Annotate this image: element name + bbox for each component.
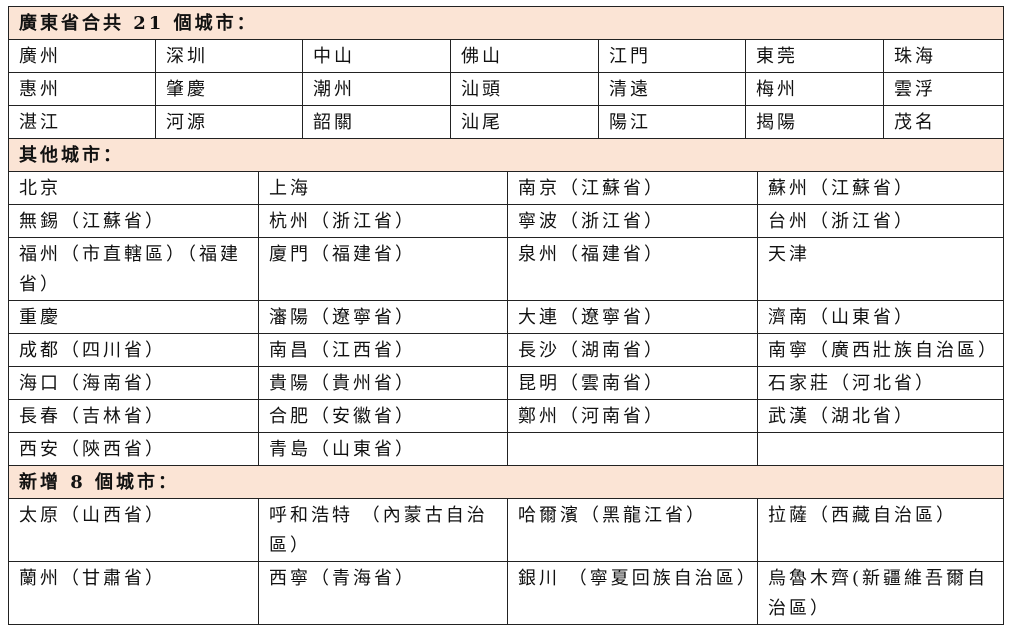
table-row: 惠州 肇慶 潮州 汕頭 清遠 梅州 雲浮 bbox=[8, 72, 1004, 106]
table-row: 海口（海南省） 貴陽（貴州省） 昆明（雲南省） 石家莊（河北省） bbox=[8, 366, 1004, 400]
city-cell: 貴陽（貴州省） bbox=[258, 366, 508, 400]
city-cell: 拉薩（西藏自治區） bbox=[757, 498, 1004, 562]
city-cell: 鄭州（河南省） bbox=[507, 399, 758, 433]
guangdong-cities-table: 廣東省合共 21 個城市： 廣州 深圳 中山 佛山 江門 東莞 珠海 惠州 肇慶 潮州 汕頭 清遠 梅州… bbox=[8, 6, 1004, 139]
city-cell: 惠州 bbox=[8, 72, 156, 106]
city-cell: 合肥（安徽省） bbox=[258, 399, 508, 433]
city-cell: 海口（海南省） bbox=[8, 366, 259, 400]
guangdong-header: 廣東省合共 21 個城市： bbox=[8, 6, 1004, 40]
city-cell: 烏魯木齊(新疆維吾爾自治區） bbox=[757, 561, 1004, 625]
table-row: 無錫（江蘇省） 杭州（浙江省） 寧波（浙江省） 台州（浙江省） bbox=[8, 204, 1004, 238]
city-cell: 天津 bbox=[757, 237, 1004, 301]
city-cell: 武漢（湖北省） bbox=[757, 399, 1004, 433]
city-cell: 汕尾 bbox=[450, 105, 599, 139]
city-cell: 杭州（浙江省） bbox=[258, 204, 508, 238]
other-header: 其他城市： bbox=[8, 139, 1004, 172]
city-cell: 湛江 bbox=[8, 105, 156, 139]
city-cell: 南昌（江西省） bbox=[258, 333, 508, 367]
city-cell: 陽江 bbox=[598, 105, 746, 139]
city-cell: 佛山 bbox=[450, 39, 599, 73]
city-cell: 昆明（雲南省） bbox=[507, 366, 758, 400]
city-cell: 太原（山西省） bbox=[8, 498, 259, 562]
city-cell: 成都（四川省） bbox=[8, 333, 259, 367]
city-cell: 呼和浩特 （內蒙古自治區） bbox=[258, 498, 508, 562]
city-cell: 蘭州（甘肅省） bbox=[8, 561, 259, 625]
city-cell: 寧波（浙江省） bbox=[507, 204, 758, 238]
city-cell: 河源 bbox=[155, 105, 303, 139]
city-cell: 廣州 bbox=[8, 39, 156, 73]
city-cell: 南寧（廣西壯族自治區） bbox=[757, 333, 1004, 367]
city-list-document: 廣東省合共 21 個城市： 廣州 深圳 中山 佛山 江門 東莞 珠海 惠州 肇慶 潮州 汕頭 清遠 梅州… bbox=[8, 6, 1004, 625]
city-cell: 青島（山東省） bbox=[258, 432, 508, 466]
city-cell: 中山 bbox=[302, 39, 451, 73]
city-cell: 潮州 bbox=[302, 72, 451, 106]
city-cell: 西安（陝西省） bbox=[8, 432, 259, 466]
city-cell: 南京（江蘇省） bbox=[507, 171, 758, 205]
city-cell: 銀川 （寧夏回族自治區） bbox=[507, 561, 758, 625]
table-row: 太原（山西省） 呼和浩特 （內蒙古自治區） 哈爾濱（黑龍江省） 拉薩（西藏自治區） bbox=[8, 498, 1004, 562]
city-cell: 大連（遼寧省） bbox=[507, 300, 758, 334]
city-cell: 上海 bbox=[258, 171, 508, 205]
city-cell: 珠海 bbox=[883, 39, 1004, 73]
city-cell bbox=[507, 432, 758, 466]
city-cell: 汕頭 bbox=[450, 72, 599, 106]
city-cell: 泉州（福建省） bbox=[507, 237, 758, 301]
city-cell: 雲浮 bbox=[883, 72, 1004, 106]
city-cell: 肇慶 bbox=[155, 72, 303, 106]
city-cell: 西寧（青海省） bbox=[258, 561, 508, 625]
table-row: 北京 上海 南京（江蘇省） 蘇州（江蘇省） bbox=[8, 171, 1004, 205]
table-row: 福州（市直轄區）（福建省） 廈門（福建省） 泉州（福建省） 天津 bbox=[8, 237, 1004, 301]
city-cell: 韶關 bbox=[302, 105, 451, 139]
table-row: 廣州 深圳 中山 佛山 江門 東莞 珠海 bbox=[8, 39, 1004, 73]
city-cell: 台州（浙江省） bbox=[757, 204, 1004, 238]
city-cell: 江門 bbox=[598, 39, 746, 73]
other-cities-table: 其他城市： 北京 上海 南京（江蘇省） 蘇州（江蘇省） 無錫（江蘇省） 杭州（浙江省） 寧波… bbox=[8, 139, 1004, 466]
city-cell: 清遠 bbox=[598, 72, 746, 106]
city-cell: 哈爾濱（黑龍江省） bbox=[507, 498, 758, 562]
city-cell: 福州（市直轄區）（福建省） bbox=[8, 237, 259, 301]
city-cell: 瀋陽（遼寧省） bbox=[258, 300, 508, 334]
city-cell: 茂名 bbox=[883, 105, 1004, 139]
table-row: 蘭州（甘肅省） 西寧（青海省） 銀川 （寧夏回族自治區） 烏魯木齊(新疆維吾爾自治區） bbox=[8, 561, 1004, 625]
table-row: 長春（吉林省） 合肥（安徽省） 鄭州（河南省） 武漢（湖北省） bbox=[8, 399, 1004, 433]
city-cell: 梅州 bbox=[745, 72, 884, 106]
city-cell: 長春（吉林省） bbox=[8, 399, 259, 433]
city-cell bbox=[757, 432, 1004, 466]
city-cell: 石家莊（河北省） bbox=[757, 366, 1004, 400]
city-cell: 蘇州（江蘇省） bbox=[757, 171, 1004, 205]
city-cell: 深圳 bbox=[155, 39, 303, 73]
new-cities-table: 新增 8 個城市： 太原（山西省） 呼和浩特 （內蒙古自治區） 哈爾濱（黑龍江省）拉… bbox=[8, 466, 1004, 625]
city-cell: 揭陽 bbox=[745, 105, 884, 139]
table-row: 重慶 瀋陽（遼寧省） 大連（遼寧省） 濟南（山東省） bbox=[8, 300, 1004, 334]
city-cell: 東莞 bbox=[745, 39, 884, 73]
city-cell: 長沙（湖南省） bbox=[507, 333, 758, 367]
table-row: 成都（四川省） 南昌（江西省） 長沙（湖南省） 南寧（廣西壯族自治區） bbox=[8, 333, 1004, 367]
city-cell: 無錫（江蘇省） bbox=[8, 204, 259, 238]
city-cell: 北京 bbox=[8, 171, 259, 205]
table-row: 湛江 河源 韶關 汕尾 陽江 揭陽 茂名 bbox=[8, 105, 1004, 139]
city-cell: 廈門（福建省） bbox=[258, 237, 508, 301]
city-cell: 重慶 bbox=[8, 300, 259, 334]
new-header: 新增 8 個城市： bbox=[8, 466, 1004, 499]
city-cell: 濟南（山東省） bbox=[757, 300, 1004, 334]
table-row: 西安（陝西省） 青島（山東省） bbox=[8, 432, 1004, 466]
